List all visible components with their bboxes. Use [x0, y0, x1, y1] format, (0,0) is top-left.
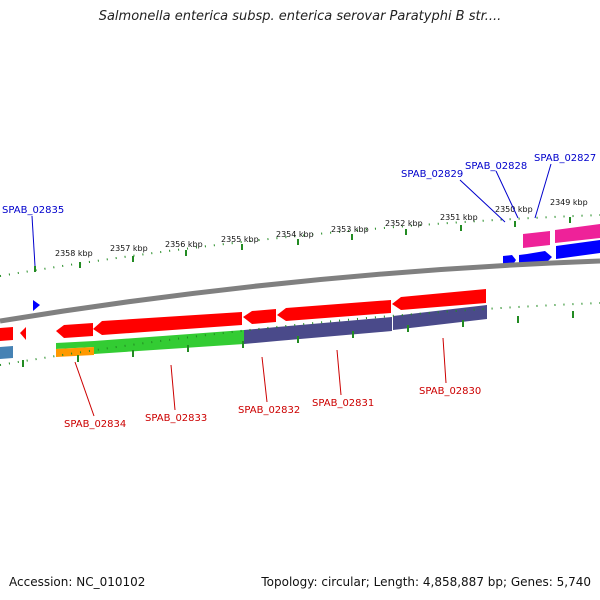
cog-steelblue [0, 346, 13, 359]
outer-major-ticks [34, 217, 571, 272]
gene-label-spab-02829[interactable]: SPAB_02829 [401, 169, 463, 180]
gene-feature-red [93, 312, 242, 335]
gene-label-spab-02834[interactable]: SPAB_02834 [64, 419, 126, 430]
gene-label-spab-02828[interactable]: SPAB_02828 [465, 161, 527, 172]
kbp-label: 2356 kbp [165, 240, 203, 249]
kbp-label: 2354 kbp [276, 230, 314, 239]
kbp-label: 2352 kbp [385, 219, 423, 228]
cog-strip [0, 305, 487, 359]
gene-label-spab-02831[interactable]: SPAB_02831 [312, 398, 374, 409]
forward-gene-labels: SPAB_02835 SPAB_02829 SPAB_02828 SPAB_02… [2, 153, 596, 267]
genome-backbone [0, 258, 600, 324]
gene-feature-red [0, 327, 13, 341]
kbp-label: 2357 kbp [110, 244, 148, 253]
inner-major-ticks [22, 311, 574, 367]
cog-green [56, 341, 94, 349]
gene-feature-blue-small [33, 300, 40, 311]
cog-orange [56, 347, 94, 357]
forward-strand-features [33, 224, 600, 311]
cog-purple [244, 327, 277, 344]
kbp-label: 2349 kbp [550, 198, 588, 207]
gene-label-spab-02832[interactable]: SPAB_02832 [238, 405, 300, 416]
kbp-label: 2351 kbp [440, 213, 478, 222]
cog-purple [393, 305, 487, 330]
gene-feature-magenta [523, 231, 550, 248]
gene-feature-red [277, 300, 391, 321]
gene-label-spab-02835[interactable]: SPAB_02835 [2, 205, 64, 216]
kbp-label-group: 2358 kbp 2357 kbp 2356 kbp 2355 kbp 2354… [55, 198, 588, 258]
topology-text: Topology: circular; Length: 4,858,887 bp… [261, 575, 591, 589]
gene-feature-blue [556, 240, 600, 259]
gene-label-spab-02827[interactable]: SPAB_02827 [534, 153, 596, 164]
reverse-gene-labels: SPAB_02834 SPAB_02833 SPAB_02832 SPAB_02… [64, 337, 481, 430]
gene-feature-red [20, 327, 26, 340]
gene-feature-magenta [555, 224, 600, 243]
kbp-label: 2355 kbp [221, 235, 259, 244]
gene-label-spab-02833[interactable]: SPAB_02833 [145, 413, 207, 424]
gene-feature-red [56, 323, 93, 338]
kbp-label: 2353 kbp [331, 225, 369, 234]
reverse-strand-features [0, 289, 486, 341]
inner-tick-ring [0, 302, 600, 367]
gene-label-spab-02830[interactable]: SPAB_02830 [419, 386, 481, 397]
map-title: Salmonella enterica subsp. enterica sero… [98, 9, 502, 24]
cog-green [94, 330, 244, 354]
cog-purple [277, 317, 392, 341]
kbp-label: 2358 kbp [55, 249, 93, 258]
accession-text: Accession: NC_010102 [9, 575, 146, 589]
outer-tick-ring [0, 214, 600, 277]
gene-feature-red [392, 289, 486, 310]
gene-feature-red [243, 309, 276, 324]
